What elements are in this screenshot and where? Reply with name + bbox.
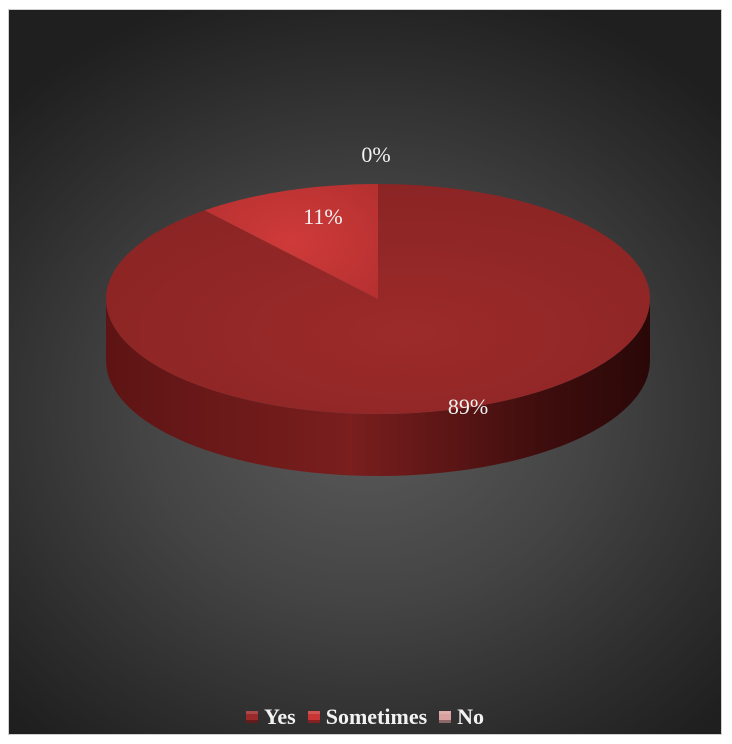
legend-swatch-yes bbox=[245, 711, 258, 723]
legend-item-sometimes: Sometimes bbox=[307, 704, 428, 730]
legend-label-yes: Yes bbox=[263, 704, 296, 729]
data-label-no: 0% bbox=[361, 142, 390, 167]
legend-label-sometimes: Sometimes bbox=[325, 704, 428, 729]
legend-label-no: No bbox=[457, 704, 485, 729]
data-label-sometimes: 11% bbox=[303, 204, 343, 229]
pie-side-wall-shape bbox=[106, 299, 650, 476]
legend-item-yes: Yes bbox=[245, 704, 296, 730]
legend: Yes Sometimes No bbox=[9, 704, 721, 730]
legend-swatch-no bbox=[439, 711, 452, 723]
legend-swatch-sometimes bbox=[307, 711, 320, 723]
legend-item-no: No bbox=[439, 704, 484, 730]
pie-slice-sometimes bbox=[204, 184, 378, 299]
chart-area: 89% 11% 0% Yes Sometimes No bbox=[8, 9, 722, 735]
pie-side-wall bbox=[106, 299, 650, 476]
data-label-yes: 89% bbox=[448, 394, 488, 419]
pie-chart: 89% 11% 0% bbox=[105, 142, 651, 476]
